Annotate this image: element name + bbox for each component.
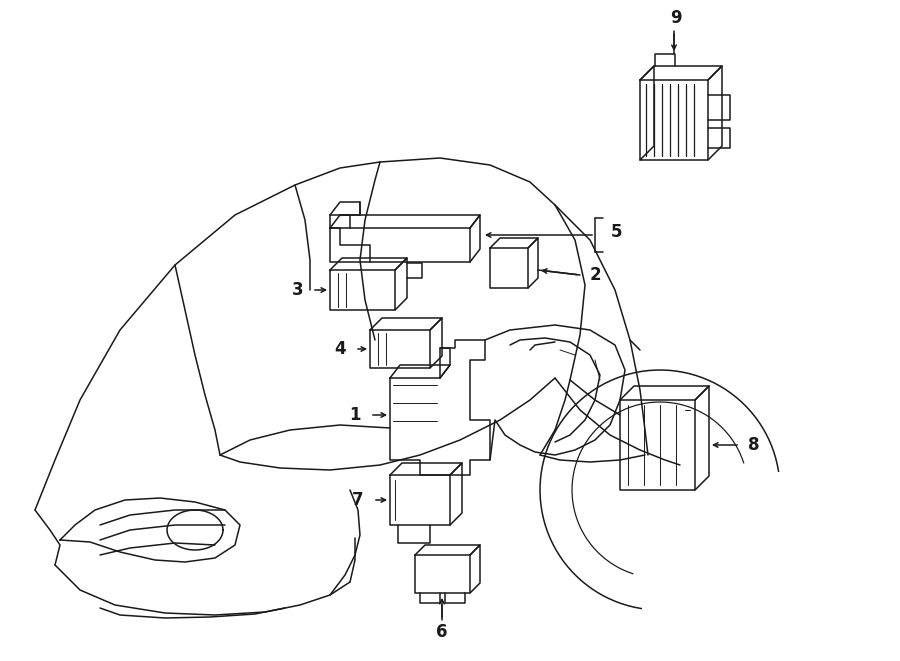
Text: 6: 6	[436, 623, 448, 641]
Text: 8: 8	[748, 436, 760, 454]
Text: 2: 2	[590, 266, 601, 284]
Text: 5: 5	[611, 223, 623, 241]
Text: 9: 9	[670, 9, 682, 27]
Text: 4: 4	[334, 340, 346, 358]
Text: 3: 3	[292, 281, 304, 299]
Text: 7: 7	[352, 491, 364, 509]
Text: 1: 1	[349, 406, 361, 424]
